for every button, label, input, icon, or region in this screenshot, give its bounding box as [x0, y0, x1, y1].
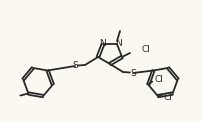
Text: Cl: Cl — [142, 45, 151, 54]
Text: Cl: Cl — [154, 75, 163, 84]
Text: N: N — [99, 40, 105, 49]
Text: N: N — [115, 40, 121, 49]
Text: S: S — [130, 68, 136, 77]
Text: S: S — [72, 61, 78, 71]
Text: Cl: Cl — [164, 93, 173, 102]
